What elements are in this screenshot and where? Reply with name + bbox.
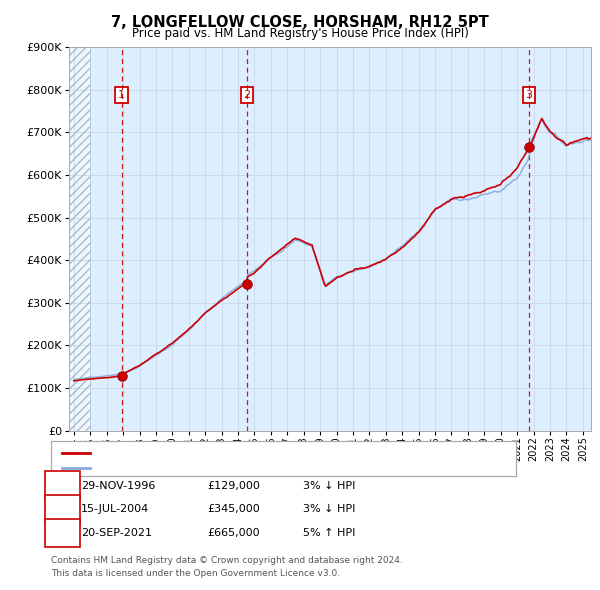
Text: This data is licensed under the Open Government Licence v3.0.: This data is licensed under the Open Gov… xyxy=(51,569,340,578)
Text: 29-NOV-1996: 29-NOV-1996 xyxy=(81,481,155,490)
Text: Contains HM Land Registry data © Crown copyright and database right 2024.: Contains HM Land Registry data © Crown c… xyxy=(51,556,403,565)
Text: 5% ↑ HPI: 5% ↑ HPI xyxy=(303,528,355,537)
Text: 2: 2 xyxy=(244,90,251,100)
Text: HPI: Average price, detached house, Horsham: HPI: Average price, detached house, Hors… xyxy=(94,464,334,473)
Text: 1: 1 xyxy=(59,481,66,490)
Bar xyxy=(69,47,91,431)
Text: Price paid vs. HM Land Registry's House Price Index (HPI): Price paid vs. HM Land Registry's House … xyxy=(131,27,469,40)
Text: 2: 2 xyxy=(59,504,66,514)
Text: 7, LONGFELLOW CLOSE, HORSHAM, RH12 5PT (detached house): 7, LONGFELLOW CLOSE, HORSHAM, RH12 5PT (… xyxy=(94,448,428,458)
Text: 3% ↓ HPI: 3% ↓ HPI xyxy=(303,481,355,490)
Text: 20-SEP-2021: 20-SEP-2021 xyxy=(81,528,152,537)
Text: 3: 3 xyxy=(59,528,66,537)
Text: 7, LONGFELLOW CLOSE, HORSHAM, RH12 5PT: 7, LONGFELLOW CLOSE, HORSHAM, RH12 5PT xyxy=(111,15,489,30)
Text: £345,000: £345,000 xyxy=(207,504,260,514)
Text: 1: 1 xyxy=(118,90,125,100)
Text: £665,000: £665,000 xyxy=(207,528,260,537)
Text: £129,000: £129,000 xyxy=(207,481,260,490)
Text: 15-JUL-2004: 15-JUL-2004 xyxy=(81,504,149,514)
Bar xyxy=(69,47,91,431)
Text: 3% ↓ HPI: 3% ↓ HPI xyxy=(303,504,355,514)
Text: 3: 3 xyxy=(526,90,532,100)
